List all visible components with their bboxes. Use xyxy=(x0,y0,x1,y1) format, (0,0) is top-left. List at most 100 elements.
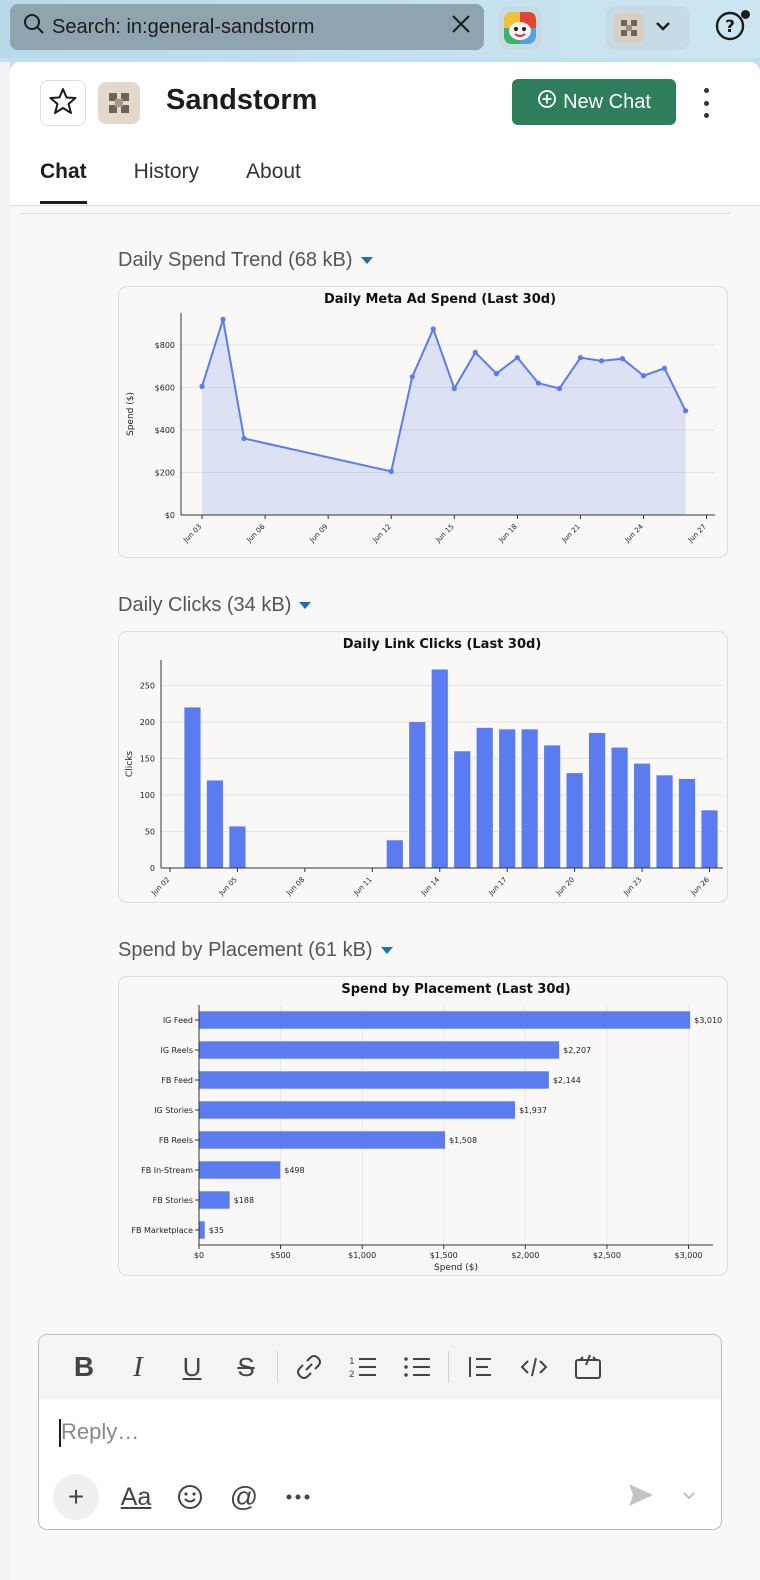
chart-card-placement[interactable]: Spend by Placement (Last 30d) $0 $500 $1,00… xyxy=(118,976,728,1276)
link-icon[interactable] xyxy=(282,1347,336,1387)
chart-card-clicks[interactable]: Daily Link Clicks (Last 30d) 0 50 100 150 200… xyxy=(118,631,728,903)
y-tick-label: 50 xyxy=(145,828,155,837)
clear-search-icon[interactable] xyxy=(450,13,472,41)
caret-down-icon xyxy=(299,601,312,609)
bar xyxy=(656,775,673,868)
data-point xyxy=(682,408,689,414)
data-label: $2,207 xyxy=(563,1046,591,1055)
x-tick-label: Jun 08 xyxy=(284,876,306,898)
x-tick-label: Jun 24 xyxy=(623,522,645,544)
bar xyxy=(633,763,651,868)
more-options-icon[interactable] xyxy=(694,84,718,122)
send-icon[interactable] xyxy=(627,1482,655,1513)
data-point xyxy=(388,468,394,475)
data-point xyxy=(241,435,247,442)
attachment-toggle[interactable]: Daily Clicks (34 kB) xyxy=(118,591,312,619)
bar xyxy=(499,729,516,868)
workspace-logo-icon xyxy=(614,13,644,43)
x-axis-label: Spend ($) xyxy=(434,1263,478,1273)
x-tick-label: Jun 15 xyxy=(434,523,456,545)
tab-chat[interactable]: Chat xyxy=(40,158,87,206)
reply-input[interactable]: Reply… xyxy=(59,1419,139,1447)
mention-icon[interactable]: @ xyxy=(229,1481,259,1512)
strikethrough-icon[interactable]: S xyxy=(237,1351,255,1382)
x-tick-label: Jun 18 xyxy=(497,523,519,545)
top-bar: Search: in:general-sandstorm ? xyxy=(0,0,760,58)
data-point xyxy=(535,380,542,386)
composer-actions: + Aa @ xyxy=(53,1473,707,1521)
caret-down-icon xyxy=(360,256,373,264)
tab-about[interactable]: About xyxy=(246,160,301,183)
x-tick-label: Jun 05 xyxy=(217,876,239,898)
x-tick-label: $0 xyxy=(194,1251,204,1260)
x-tick-label: Jun 02 xyxy=(149,876,171,898)
bar xyxy=(409,722,426,868)
y-tick-label: 100 xyxy=(140,791,155,800)
data-point xyxy=(220,316,226,322)
x-tick-label: Jun 23 xyxy=(622,876,644,898)
emoji-icon[interactable] xyxy=(163,1483,217,1511)
y-tick-label: 0 xyxy=(150,864,155,873)
data-point xyxy=(640,373,647,379)
new-chat-button[interactable]: New Chat xyxy=(512,79,676,125)
workspace-switcher[interactable] xyxy=(606,6,690,50)
attachment-toggle[interactable]: Spend by Placement (61 kB) xyxy=(118,936,393,964)
y-tick-label: FB Marketplace xyxy=(131,1226,193,1235)
chart-card-spend[interactable]: Daily Meta Ad Spend (Last 30d) $0 $200 $400… xyxy=(118,286,728,558)
attachment-label: Daily Clicks (34 kB) xyxy=(118,593,292,616)
search-bar[interactable]: Search: in:general-sandstorm xyxy=(10,4,484,50)
more-actions-icon[interactable] xyxy=(271,1493,325,1501)
code-icon[interactable] xyxy=(507,1347,561,1387)
bar xyxy=(521,729,538,868)
plus-circle-icon xyxy=(537,89,557,115)
attachment-spend-placement[interactable]: Spend by Placement (61 kB) xyxy=(118,936,393,964)
y-tick-label: $800 xyxy=(155,341,175,350)
area-fill xyxy=(202,319,686,515)
y-tick-label: IG Feed xyxy=(163,1016,193,1025)
send-options-chevron-icon[interactable] xyxy=(681,1487,697,1508)
data-label: $3,010 xyxy=(694,1016,722,1025)
favorite-button[interactable] xyxy=(40,80,86,126)
data-point xyxy=(430,326,436,332)
y-tick-label: FB Stories xyxy=(153,1196,193,1205)
tab-history[interactable]: History xyxy=(133,160,200,183)
data-label: $188 xyxy=(234,1196,254,1205)
bold-icon[interactable]: B xyxy=(73,1351,95,1382)
x-tick-label: Jun 14 xyxy=(419,875,441,897)
x-tick-label: Jun 26 xyxy=(689,875,711,897)
attachment-spend-trend[interactable]: Daily Spend Trend (68 kB) xyxy=(118,246,373,274)
y-axis-label: Spend ($) xyxy=(126,392,136,436)
bar xyxy=(206,780,224,868)
chart-title: Daily Link Clicks (Last 30d) xyxy=(343,637,542,652)
series-line xyxy=(201,319,687,473)
attachment-toggle[interactable]: Daily Spend Trend (68 kB) xyxy=(118,246,373,274)
italic-icon[interactable]: I xyxy=(133,1350,143,1383)
data-label: $35 xyxy=(209,1226,224,1235)
attach-plus-icon[interactable]: + xyxy=(53,1474,99,1520)
help-button[interactable]: ? xyxy=(708,6,752,50)
data-point xyxy=(661,365,668,371)
y-tick-label: $200 xyxy=(155,468,175,477)
bar xyxy=(199,1161,281,1179)
text-format-toggle[interactable]: Aa xyxy=(109,1483,163,1512)
bar xyxy=(199,1011,691,1029)
app-avatar-icon[interactable] xyxy=(498,6,542,50)
data-point xyxy=(598,358,605,364)
bar xyxy=(454,751,471,868)
format-label: Aa xyxy=(120,1482,152,1511)
x-tick-label: $500 xyxy=(270,1251,290,1260)
search-icon xyxy=(22,12,52,42)
y-tick-label: FB In-Stream xyxy=(141,1166,193,1175)
attachment-daily-clicks[interactable]: Daily Clicks (34 kB) xyxy=(118,591,312,619)
underline-icon[interactable]: U xyxy=(182,1351,202,1382)
bar xyxy=(199,1101,516,1119)
toolbar-separator xyxy=(448,1351,449,1383)
bar xyxy=(611,747,628,868)
bulleted-list-icon[interactable] xyxy=(390,1347,444,1387)
code-block-icon[interactable] xyxy=(561,1347,615,1387)
bar xyxy=(199,1041,560,1059)
blockquote-icon[interactable] xyxy=(453,1347,507,1387)
spend-trend-chart: Daily Meta Ad Spend (Last 30d) $0 $200 $400… xyxy=(126,292,715,545)
